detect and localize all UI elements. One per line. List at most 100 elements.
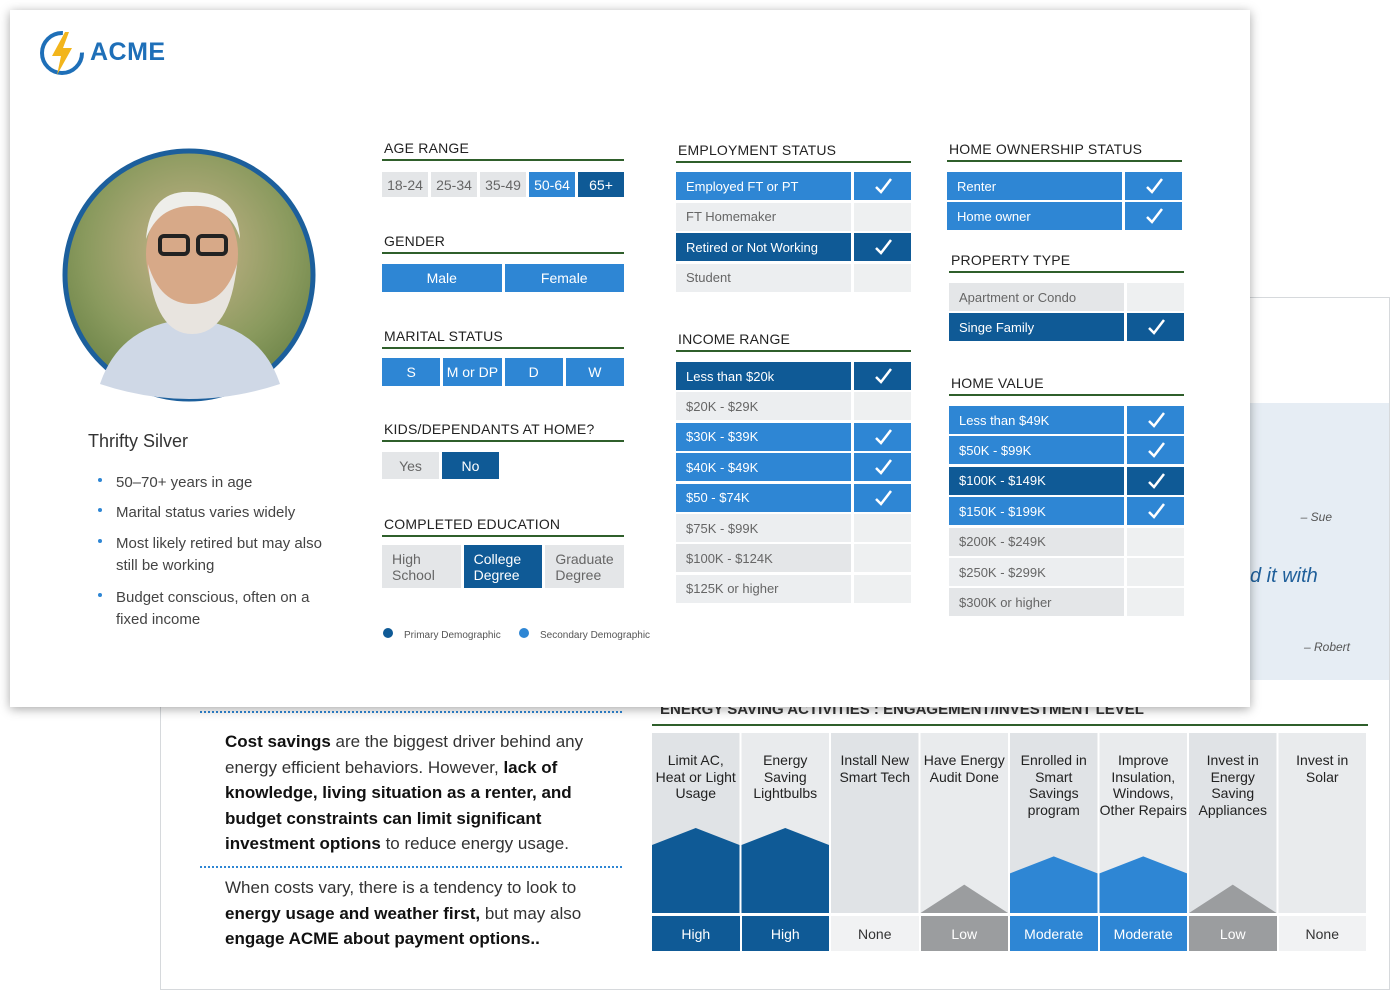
persona-name: Thrifty Silver — [88, 431, 189, 451]
check-icon — [1147, 503, 1165, 520]
option: 18-24 — [382, 172, 428, 197]
row-label: $50K - $99K — [949, 436, 1124, 465]
column-bg — [920, 733, 1008, 913]
divider — [200, 866, 622, 868]
bullet-text: Marital status varies widely — [116, 504, 296, 521]
logo-icon — [40, 31, 84, 75]
row-text: Singe Family — [959, 319, 1035, 335]
row-text: $100K - $149K — [959, 473, 1046, 489]
option-label: Graduate Degree — [555, 550, 614, 583]
activity-label: Invest in Energy Saving Appliances — [1198, 752, 1268, 818]
row-check — [854, 574, 911, 603]
option: S — [382, 358, 441, 386]
check-stroke — [874, 239, 892, 256]
section-title: EMPLOYMENT STATUS — [678, 142, 837, 158]
activity-label: Energy Saving Lightbulbs — [753, 752, 818, 801]
row-check — [854, 483, 911, 512]
row-label: $20K - $29K — [676, 392, 851, 421]
row-text: $200K - $249K — [959, 534, 1046, 550]
section-rule — [652, 724, 1368, 726]
logo-text: ACME — [90, 38, 166, 66]
section-rule — [949, 271, 1184, 273]
section-rule — [676, 350, 911, 352]
check-stroke — [1147, 442, 1165, 459]
level-label: Moderate — [1099, 916, 1187, 951]
row-check — [1127, 283, 1184, 311]
row-check — [1127, 497, 1184, 526]
bullet-dot — [98, 539, 102, 543]
section-title: MARITAL STATUS — [384, 328, 503, 344]
row-text: $250K - $299K — [959, 564, 1046, 580]
check-icon — [1145, 178, 1163, 194]
section-rule — [382, 347, 624, 349]
photo-shirt — [100, 319, 280, 399]
option: 50-64 — [529, 172, 575, 197]
check-icon — [1147, 412, 1165, 428]
row-text: Renter — [957, 178, 997, 194]
level-text: None — [1305, 925, 1339, 942]
row-label: $250K - $299K — [949, 558, 1124, 586]
quote-attribution: – Sue — [1300, 510, 1332, 524]
row-text: $125K or higher — [686, 581, 779, 597]
level-shape — [741, 828, 829, 913]
check-stroke — [874, 178, 892, 194]
level-text: Low — [1219, 925, 1246, 942]
option: High School — [382, 545, 461, 588]
column-bg — [1278, 733, 1366, 913]
level-label: None — [831, 916, 919, 951]
bold-text: Cost savings — [225, 732, 331, 751]
option-label: 25-34 — [436, 176, 472, 193]
option: Graduate Degree — [545, 545, 624, 588]
option-label: 18-24 — [387, 176, 423, 193]
row-text: $40K - $49K — [686, 459, 759, 475]
text: are the biggest driver behind any energy… — [225, 732, 584, 777]
row-text: Employed FT or PT — [686, 178, 799, 194]
row-check — [854, 453, 911, 482]
level-label: High — [652, 916, 740, 951]
row-check — [854, 392, 911, 421]
row-check — [1127, 313, 1184, 341]
row-label: Student — [676, 263, 851, 292]
section-title: HOME OWNERSHIP STATUS — [949, 141, 1143, 157]
photo-glasses — [158, 234, 190, 256]
level-label: Moderate — [1010, 916, 1098, 951]
row-label: Singe Family — [949, 313, 1124, 341]
row-check — [854, 514, 911, 542]
row-text: $50 - $74K — [686, 490, 750, 506]
bold-text: energy usage and weather first, — [225, 903, 481, 923]
check-stroke — [1145, 208, 1163, 224]
row-check — [1125, 172, 1182, 200]
row-label: Less than $20k — [676, 362, 851, 390]
option: Female — [504, 264, 624, 292]
row-text: Retired or Not Working — [686, 239, 818, 255]
activity-levels — [652, 733, 1366, 913]
row-label: Less than $49K — [949, 406, 1124, 434]
option: D — [504, 358, 563, 386]
row-label: Home owner — [947, 202, 1122, 230]
row-check — [854, 422, 911, 451]
check-icon — [874, 239, 892, 256]
option-label: Yes — [399, 457, 422, 474]
option-label: M or DP — [446, 364, 499, 380]
activity-label: Improve Insulation, Windows, Other Repai… — [1099, 752, 1187, 818]
row-check — [1125, 202, 1182, 230]
row-text: Apartment or Condo — [959, 289, 1077, 305]
option-label: No — [461, 457, 480, 474]
level-label: None — [1278, 916, 1366, 951]
column-bg — [831, 733, 919, 913]
row-label: Retired or Not Working — [676, 233, 851, 262]
photo-beard — [148, 264, 237, 334]
row-check — [1127, 466, 1184, 495]
row-text: Less than $20k — [686, 368, 775, 384]
row-label: $300K or higher — [949, 588, 1124, 617]
option: College Degree — [463, 545, 543, 588]
row-label: $75K - $99K — [676, 514, 851, 542]
check-icon — [874, 429, 892, 445]
row-text: $150K - $199K — [959, 503, 1046, 519]
legend-label: Secondary Demographic — [540, 630, 651, 641]
check-icon — [874, 489, 892, 506]
row-text: Home owner — [957, 208, 1031, 224]
row-text: $20K - $29K — [686, 398, 759, 414]
row-check — [1127, 588, 1184, 617]
row-text: $100K - $124K — [686, 550, 773, 566]
